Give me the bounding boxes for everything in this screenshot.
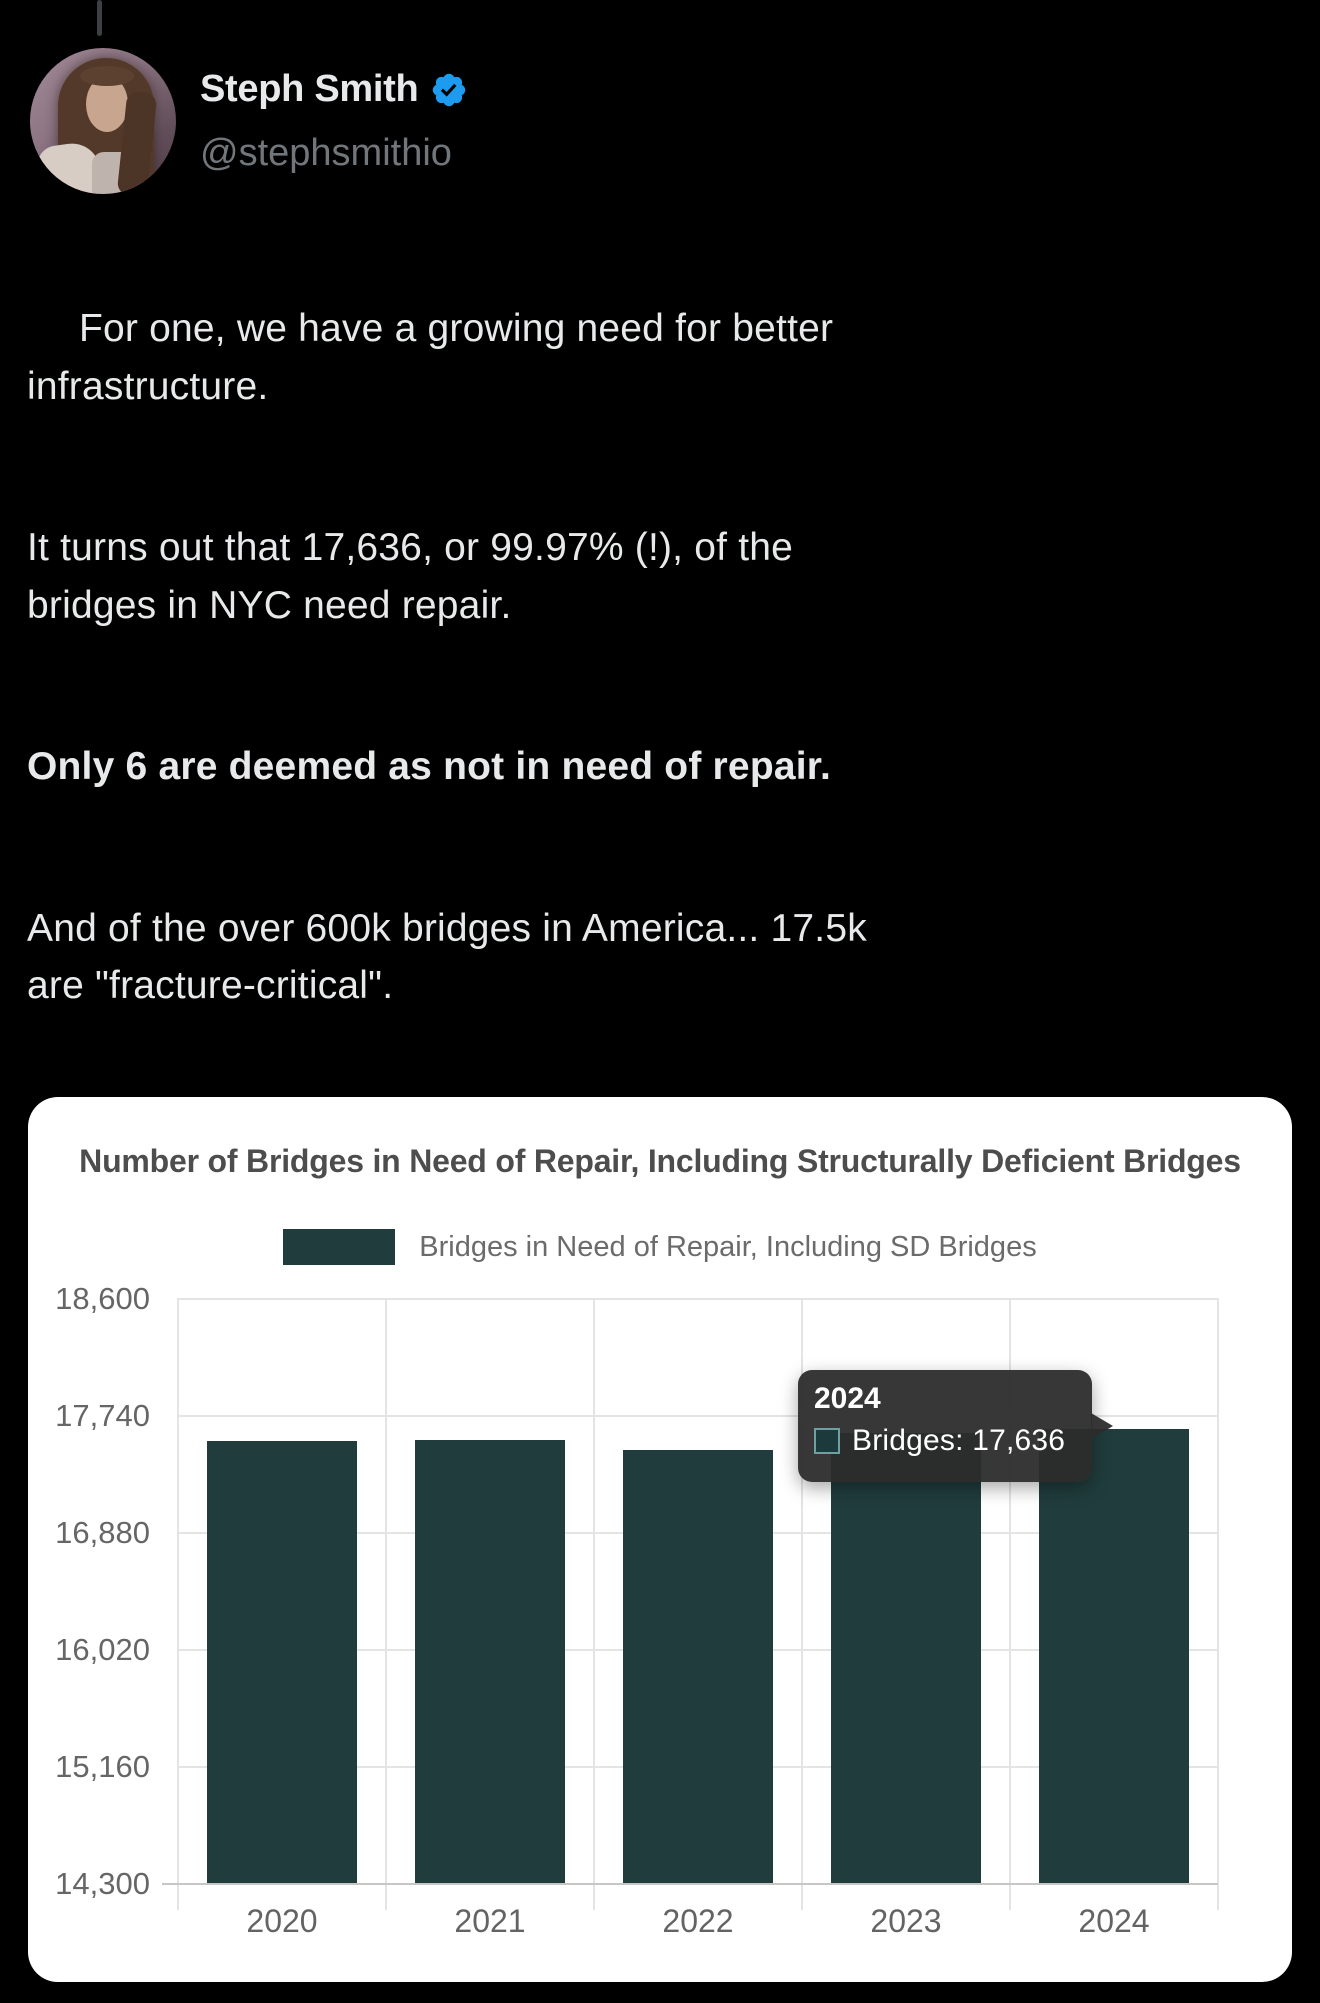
lightbulb-icon — [27, 301, 59, 347]
x-tick-label-2024: 2024 — [1078, 1903, 1150, 1939]
y-tick-label: 18,600 — [55, 1281, 150, 1316]
bar-2021[interactable] — [415, 1440, 565, 1883]
tooltip-series-swatch — [814, 1428, 840, 1454]
tooltip-title: 2024 — [814, 1382, 881, 1415]
thread-connector-line — [97, 0, 102, 36]
y-tick-label: 14,300 — [55, 1866, 150, 1901]
gridline-x — [385, 1298, 387, 1910]
gridline-y-17740 — [178, 1415, 1218, 1417]
avatar[interactable] — [30, 48, 176, 194]
user-handle[interactable]: @stephsmithio — [200, 132, 452, 174]
legend-label: Bridges in Need of Repair, Including SD … — [419, 1230, 1037, 1263]
gridline-x — [1009, 1298, 1011, 1910]
x-tick-label-2023: 2023 — [870, 1903, 942, 1939]
y-tick-label: 16,880 — [55, 1515, 150, 1550]
display-name[interactable]: Steph Smith — [200, 68, 419, 110]
chart-card: Number of Bridges in Need of Repair, Inc… — [28, 1097, 1292, 1982]
tooltip-arrow-icon — [1091, 1413, 1113, 1439]
tweet-paragraph-4: And of the over 600k bridges in America.… — [27, 906, 867, 1008]
y-tick-label: 16,020 — [55, 1632, 150, 1667]
tweet-paragraph-1: For one, we have a growing need for bett… — [27, 300, 1295, 415]
x-tick-label-2022: 2022 — [662, 1903, 734, 1939]
y-tick-label: 15,160 — [55, 1749, 150, 1784]
x-tick-label-2021: 2021 — [454, 1903, 526, 1939]
chart-title: Number of Bridges in Need of Repair, Inc… — [79, 1143, 1241, 1179]
bar-2022[interactable] — [623, 1450, 773, 1883]
chart-legend: Bridges in Need of Repair, Including SD … — [28, 1229, 1292, 1265]
gridline-y-14300 — [162, 1883, 1218, 1885]
gridline-x — [801, 1298, 803, 1910]
avatar-art — [80, 66, 134, 86]
bar-2023[interactable] — [831, 1432, 981, 1883]
x-tick-label-2020: 2020 — [246, 1903, 318, 1939]
tooltip-value-text: Bridges: 17,636 — [852, 1424, 1066, 1457]
legend-swatch — [283, 1229, 396, 1265]
chart-tooltip: 2024 Bridges: 17,636 — [798, 1370, 1113, 1482]
bar-2024[interactable] — [1039, 1429, 1189, 1883]
plot-area — [162, 1298, 1219, 1910]
gridline-x — [177, 1298, 179, 1910]
y-axis-labels: 18,600 17,740 16,880 16,020 15,160 14,300 — [28, 1281, 178, 1901]
y-tick-label: 17,740 — [55, 1398, 150, 1433]
gridline-y-18600 — [178, 1298, 1218, 1300]
tweet-paragraph-3: Only 6 are deemed as not in need of repa… — [27, 745, 832, 788]
bar-2020[interactable] — [207, 1440, 357, 1883]
verified-badge-icon — [433, 73, 466, 106]
x-axis-labels: 2020 2021 2022 2023 2024 — [178, 1903, 1218, 1947]
gridline-x — [1217, 1298, 1219, 1910]
tweet-paragraph-2: It turns out that 17,636, or 99.97% (!),… — [27, 526, 794, 627]
gridline-x — [593, 1298, 595, 1910]
tweet-body: For one, we have a growing need for bett… — [27, 300, 1295, 1119]
